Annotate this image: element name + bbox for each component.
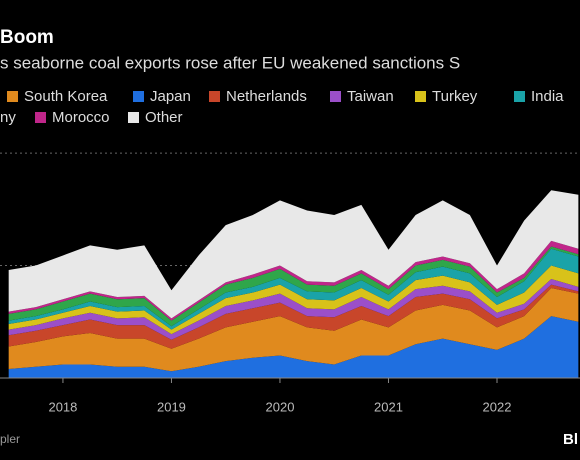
legend-marker [133, 91, 144, 102]
legend-label: Turkey [432, 88, 478, 105]
area [8, 284, 579, 349]
area [8, 288, 579, 372]
legend-label: Japan [150, 88, 191, 105]
legend-label: India [531, 88, 564, 105]
area [8, 316, 579, 378]
x-tick-label: 2021 [374, 399, 403, 414]
area [8, 246, 579, 327]
x-tick-label: 2022 [483, 399, 512, 414]
legend-marker [330, 91, 341, 102]
chart-subtitle: s seaborne coal exports rose after EU we… [0, 53, 460, 72]
legend-marker [514, 91, 525, 102]
legend-marker [415, 91, 426, 102]
area [8, 248, 579, 330]
legend-marker [35, 112, 46, 123]
legend-label: Morocco [52, 109, 110, 126]
legend-label: Taiwan [347, 88, 394, 105]
legend-marker [128, 112, 139, 123]
chart-title: Boom [0, 27, 54, 48]
legend-marker [7, 91, 18, 102]
legend-marker [209, 91, 220, 102]
x-tick-label: 2020 [266, 399, 295, 414]
x-tick-label: 2019 [157, 399, 186, 414]
legend-label: Netherlands [226, 88, 307, 105]
area [8, 279, 579, 340]
area [8, 190, 579, 319]
legend-label: South Korea [24, 88, 108, 105]
area [8, 265, 579, 335]
legend-label: ny [0, 109, 16, 126]
area [8, 240, 579, 321]
source: pler [0, 432, 20, 446]
logo: Bl [563, 431, 578, 448]
legend-label: Other [145, 109, 183, 126]
x-tick-label: 2018 [48, 399, 77, 414]
